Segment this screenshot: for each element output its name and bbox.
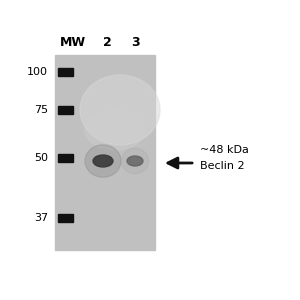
- Ellipse shape: [127, 156, 143, 166]
- Text: 75: 75: [34, 105, 48, 115]
- Ellipse shape: [122, 148, 148, 174]
- Text: Beclin 2: Beclin 2: [200, 161, 244, 171]
- Ellipse shape: [80, 75, 160, 145]
- Ellipse shape: [85, 110, 145, 150]
- Bar: [55, 55, 155, 250]
- Bar: [58, 154, 73, 162]
- Text: 3: 3: [131, 37, 139, 50]
- Text: ~48 kDa: ~48 kDa: [200, 145, 249, 155]
- Text: 50: 50: [34, 153, 48, 163]
- Bar: [58, 214, 73, 222]
- Bar: [58, 68, 73, 76]
- Ellipse shape: [93, 155, 113, 167]
- Text: 2: 2: [103, 37, 111, 50]
- Text: 100: 100: [27, 67, 48, 77]
- Text: 37: 37: [34, 213, 48, 223]
- Bar: [58, 106, 73, 114]
- Text: MW: MW: [60, 37, 86, 50]
- Ellipse shape: [85, 145, 121, 177]
